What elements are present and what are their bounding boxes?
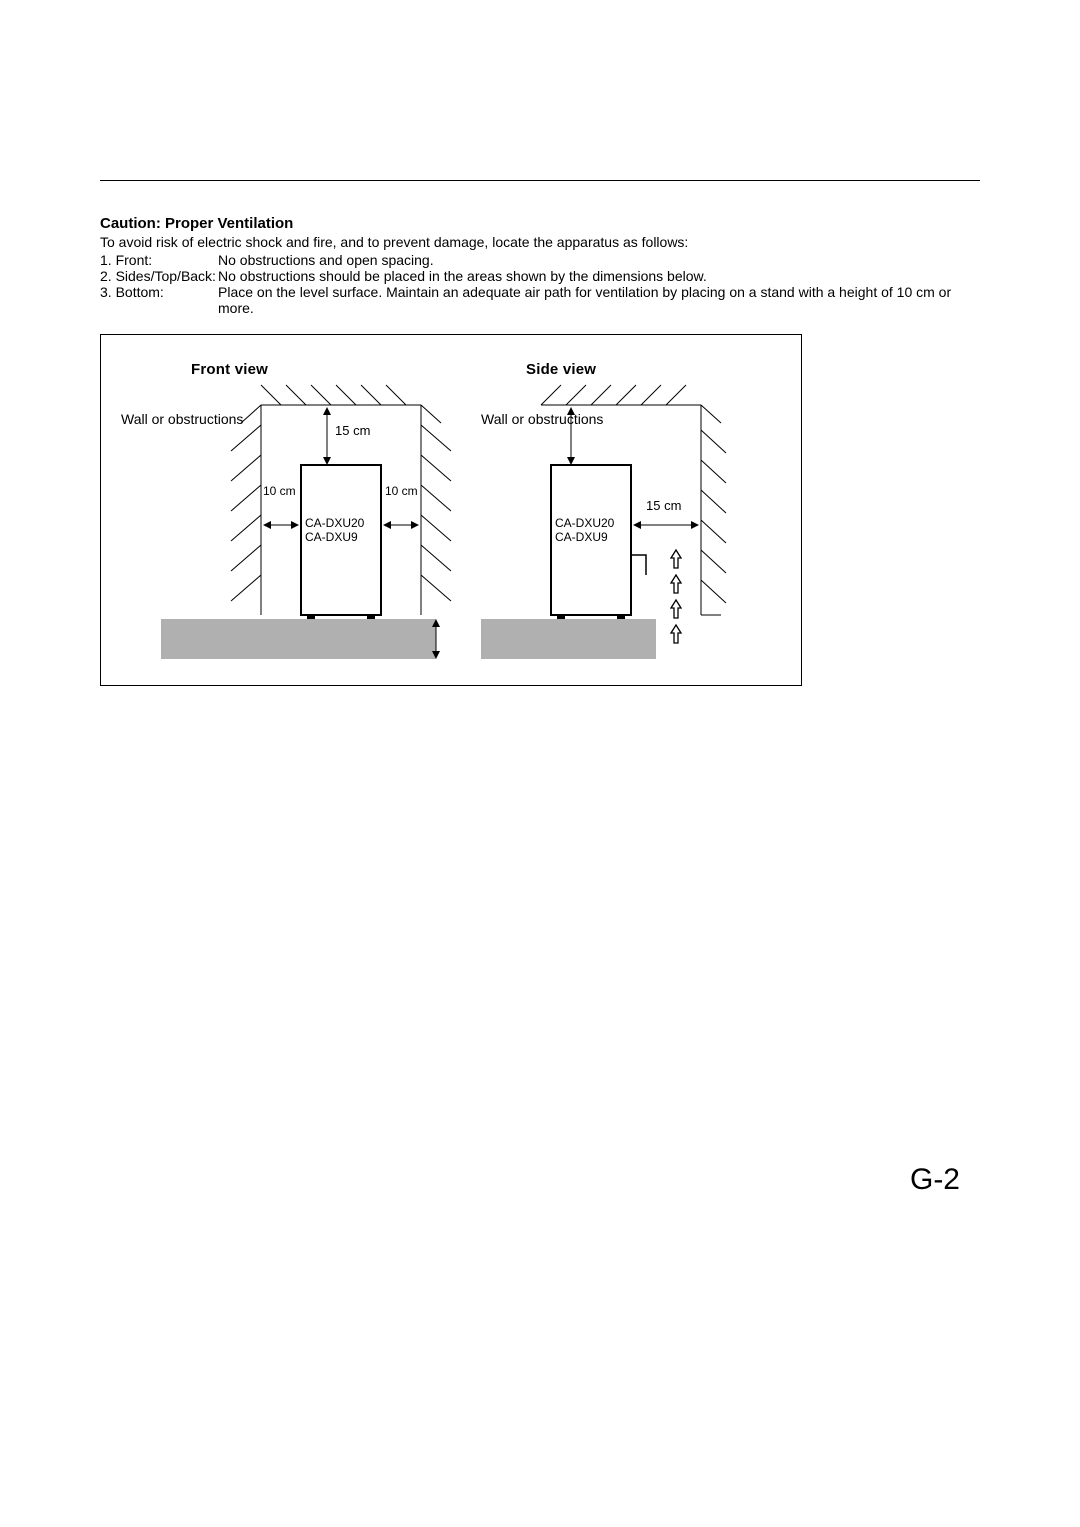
caution-item-label: 1. Front: xyxy=(100,252,218,268)
side-model2: CA-DXU9 xyxy=(555,530,608,544)
page-number: G-2 xyxy=(910,1163,960,1197)
diagram-svg: 15 cm 10 cm 10 cm CA-DXU20 CA-DXU9 xyxy=(101,335,801,685)
front-view-group: 15 cm 10 cm 10 cm CA-DXU20 CA-DXU9 xyxy=(161,385,451,659)
caution-item-text: No obstructions and open spacing. xyxy=(218,252,980,268)
caution-item-1: 1. Front: No obstructions and open spaci… xyxy=(100,252,980,268)
front-model1: CA-DXU20 xyxy=(305,516,365,530)
caution-item-label: 3. Bottom: xyxy=(100,284,218,316)
caution-item-text: Place on the level surface. Maintain an … xyxy=(218,284,980,316)
page-content: Caution: Proper Ventilation To avoid ris… xyxy=(100,180,980,686)
caution-list: 1. Front: No obstructions and open spaci… xyxy=(100,252,980,316)
caution-item-label: 2. Sides/Top/Back: xyxy=(100,268,218,284)
front-model2: CA-DXU9 xyxy=(305,530,358,544)
front-top-gap: 15 cm xyxy=(335,423,370,438)
front-left-gap: 10 cm xyxy=(263,484,296,498)
caution-item-2: 2. Sides/Top/Back: No obstructions shoul… xyxy=(100,268,980,284)
caution-intro: To avoid risk of electric shock and fire… xyxy=(100,234,980,250)
front-right-gap: 10 cm xyxy=(385,484,418,498)
side-model1: CA-DXU20 xyxy=(555,516,615,530)
ventilation-diagram: Front view Side view Wall or obstruction… xyxy=(100,334,802,686)
side-back-gap: 15 cm xyxy=(646,498,681,513)
caution-title: Caution: Proper Ventilation xyxy=(100,215,980,232)
caution-item-text: No obstructions should be placed in the … xyxy=(218,268,980,284)
caution-item-3: 3. Bottom: Place on the level surface. M… xyxy=(100,284,980,316)
top-rule xyxy=(100,180,980,181)
side-view-group: 15 cm CA-DXU20 CA-DXU9 xyxy=(481,385,726,659)
